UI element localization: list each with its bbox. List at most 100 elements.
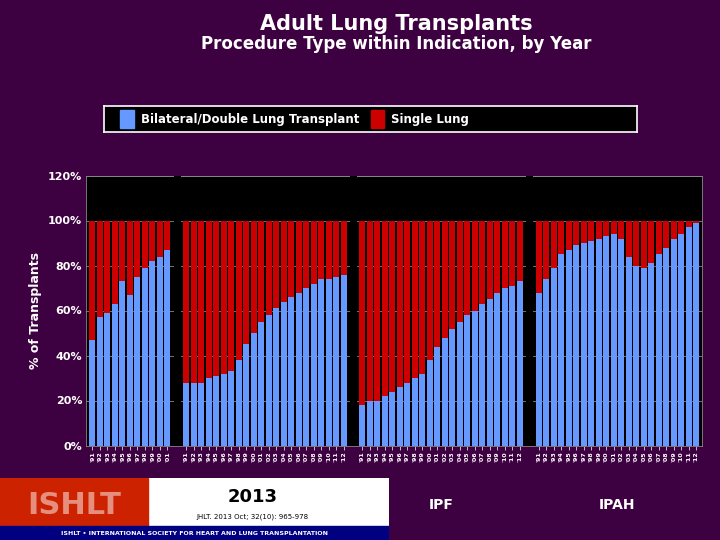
Bar	[120, 110, 134, 129]
Bar	[359, 405, 365, 446]
Bar	[258, 322, 264, 446]
Bar	[495, 220, 500, 293]
Bar	[588, 220, 594, 241]
Bar	[243, 220, 249, 345]
Bar	[258, 220, 264, 322]
Bar	[603, 220, 609, 237]
Text: 2013: 2013	[228, 488, 278, 505]
Text: JHLT. 2013 Oct; 32(10): 965-978: JHLT. 2013 Oct; 32(10): 965-978	[197, 513, 309, 519]
Bar	[655, 220, 662, 254]
Bar	[551, 268, 557, 445]
Bar	[487, 299, 492, 446]
Bar	[678, 220, 684, 234]
Bar	[266, 220, 271, 315]
Text: ISHLT • INTERNATIONAL SOCIETY FOR HEART AND LUNG TRANSPLANTATION: ISHLT • INTERNATIONAL SOCIETY FOR HEART …	[61, 531, 328, 536]
Bar	[618, 220, 624, 239]
Bar	[595, 239, 601, 446]
Bar	[198, 220, 204, 382]
Bar	[341, 220, 346, 274]
Bar	[565, 249, 572, 446]
Bar	[595, 220, 601, 239]
Bar	[678, 234, 684, 446]
Bar	[366, 220, 373, 401]
Bar	[273, 308, 279, 446]
Text: IPF: IPF	[428, 498, 454, 512]
Bar	[228, 372, 234, 446]
Bar	[310, 284, 317, 446]
Bar	[626, 220, 631, 256]
Bar	[374, 401, 380, 446]
Bar	[281, 220, 287, 301]
Bar	[333, 276, 339, 446]
Bar	[251, 220, 256, 333]
Bar	[573, 245, 579, 446]
Bar	[157, 256, 163, 446]
Bar	[434, 347, 441, 446]
Text: Bilateral/Double Lung Transplant: Bilateral/Double Lung Transplant	[140, 113, 359, 126]
Bar	[235, 220, 242, 360]
Bar	[397, 387, 402, 446]
Bar	[157, 220, 163, 256]
Bar	[517, 220, 523, 281]
Bar	[419, 374, 426, 445]
Bar	[633, 266, 639, 446]
Text: AT Def: AT Def	[104, 498, 156, 512]
Bar	[135, 276, 140, 446]
Bar	[164, 220, 171, 249]
Bar	[588, 241, 594, 446]
Bar	[434, 220, 441, 347]
Bar	[303, 288, 309, 445]
Bar	[303, 220, 309, 288]
Bar	[89, 340, 95, 446]
Bar	[390, 392, 395, 446]
Bar	[191, 382, 197, 446]
Bar	[611, 234, 616, 446]
Bar	[164, 249, 171, 446]
Bar	[104, 313, 110, 446]
Bar	[112, 303, 118, 446]
Bar	[509, 286, 516, 446]
Bar	[456, 322, 463, 446]
Bar	[611, 220, 616, 234]
Bar	[296, 293, 302, 446]
Y-axis label: % of Transplants: % of Transplants	[30, 252, 42, 369]
Bar	[480, 220, 485, 303]
Bar	[580, 220, 587, 243]
Bar	[419, 220, 426, 374]
Bar	[427, 220, 433, 360]
Bar	[626, 256, 631, 446]
Bar	[641, 220, 647, 268]
Bar	[670, 239, 677, 446]
Bar	[183, 382, 189, 446]
Bar	[206, 220, 212, 378]
Bar	[374, 220, 380, 401]
Bar	[536, 220, 541, 293]
Bar	[397, 220, 402, 387]
Bar	[551, 220, 557, 268]
Bar	[502, 288, 508, 445]
Bar	[149, 220, 156, 261]
Bar	[427, 360, 433, 445]
Bar	[565, 220, 572, 249]
Bar	[580, 243, 587, 446]
Bar	[251, 333, 256, 446]
Bar	[97, 317, 103, 445]
Bar	[359, 220, 365, 405]
Bar	[281, 301, 287, 446]
Bar	[603, 237, 609, 446]
Bar	[405, 220, 410, 382]
Bar	[104, 220, 110, 313]
Bar	[502, 220, 508, 288]
Bar	[213, 220, 219, 376]
Bar	[325, 279, 332, 446]
Bar	[536, 293, 541, 446]
Bar	[213, 376, 219, 446]
Bar	[0, 478, 148, 540]
Text: Procedure Type within Indication, by Year: Procedure Type within Indication, by Yea…	[201, 35, 591, 53]
Bar	[693, 220, 699, 222]
Bar	[220, 220, 227, 374]
Bar	[442, 338, 448, 446]
Bar	[206, 378, 212, 446]
Bar	[663, 247, 669, 446]
Bar	[0, 526, 389, 540]
